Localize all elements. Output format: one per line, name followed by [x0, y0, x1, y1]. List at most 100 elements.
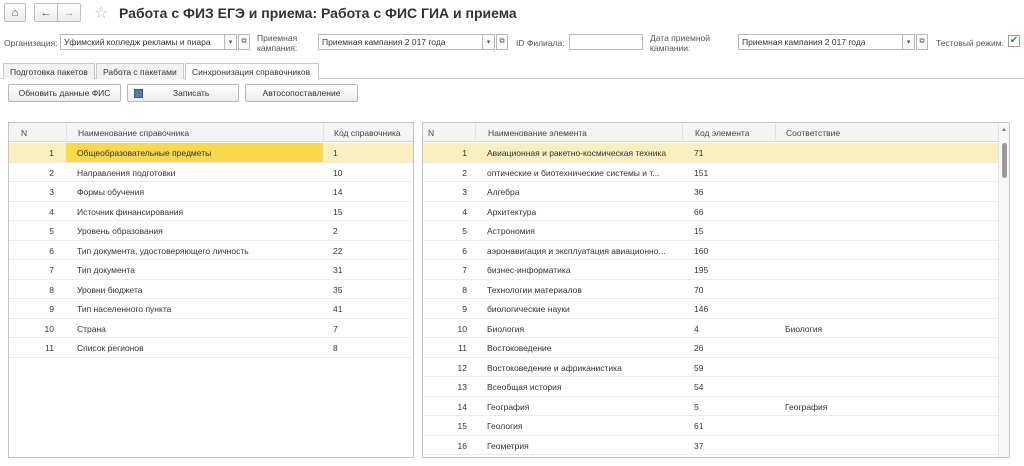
chevron-down-icon: ▾ — [906, 39, 911, 46]
table-row[interactable]: 7 бизнес-информатика 195 — [423, 260, 1009, 280]
table-row[interactable]: 5 Уровень образования 2 — [9, 221, 413, 241]
row-number-cell: 8 — [49, 284, 54, 295]
directory-code-cell: 7 — [333, 323, 338, 334]
table-row[interactable]: 1 Авиационная и ракетно-космическая техни… — [423, 143, 1009, 163]
correspondence-cell — [775, 338, 1000, 357]
row-number-cell: 6 — [49, 245, 54, 256]
element-code-cell: 70 — [694, 284, 704, 295]
directory-name-cell: Страна — [77, 323, 106, 334]
correspondence-cell — [775, 299, 1000, 318]
table-row[interactable]: 14 География 5 География — [423, 397, 1009, 416]
column-header-element-code[interactable]: Код элемента — [682, 123, 775, 142]
chevron-down-icon: ▾ — [228, 39, 233, 46]
auto-match-button[interactable]: Автосопоставление — [245, 84, 358, 102]
table-row[interactable]: 3 Алгебра 36 — [423, 182, 1009, 202]
test-mode-checkbox[interactable]: ✔ — [1008, 35, 1020, 47]
table-row[interactable]: 11 Востоковедение 26 — [423, 338, 1009, 358]
campaign-field[interactable]: Приемная кампания 2 017 года — [318, 34, 483, 50]
row-number-cell: 10 — [457, 323, 467, 334]
campaign-date-dropdown-button[interactable]: ▾ — [903, 34, 915, 50]
column-header-n[interactable]: N — [21, 128, 28, 138]
row-number-cell: 11 — [45, 343, 54, 353]
element-name-cell: оптические и биотехнические системы и т.… — [487, 167, 660, 178]
save-button[interactable]: Записать — [127, 84, 239, 102]
test-mode-label: Тестовый режим: — [936, 38, 1004, 48]
table-row[interactable]: 8 Уровни бюджета 35 — [9, 280, 413, 299]
table-row[interactable]: 5 Астрономия 15 — [423, 221, 1009, 241]
table-row[interactable]: 9 биологические науки 146 — [423, 299, 1009, 319]
table-row[interactable]: 16 Геометрия 37 — [423, 436, 1009, 455]
table-row[interactable]: 15 Геология 61 — [423, 416, 1009, 436]
campaign-date-open-button[interactable]: ⧉ — [916, 34, 928, 50]
favorite-star-icon[interactable]: ☆ — [94, 5, 109, 22]
table-row[interactable]: 10 Биология 4 Биология — [423, 319, 1009, 338]
directory-name-cell: Общеобразовательные предметы — [66, 143, 323, 162]
row-number-cell: 8 — [462, 284, 467, 295]
element-code-cell: 195 — [694, 265, 709, 275]
scroll-up-icon[interactable]: ▲ — [1001, 127, 1007, 133]
campaign-open-button[interactable]: ⧉ — [496, 34, 508, 50]
title-bar: ⌂ ← → ☆ Работа с ФИЗ ЕГЭ и приема: Работ… — [0, 0, 1024, 26]
organization-field[interactable]: Уфимский колледж рекламы и пиара — [60, 34, 225, 50]
refresh-fis-button[interactable]: Обновить данные ФИС — [8, 84, 121, 102]
element-name-cell: бизнес-информатика — [487, 265, 571, 275]
element-code-cell: 151 — [694, 167, 709, 178]
home-button[interactable]: ⌂ — [4, 3, 26, 22]
column-header-directory-name[interactable]: Наименование справочника — [66, 123, 323, 142]
tab-bar: Подготовка пакетов Работа с пакетами Син… — [0, 61, 1024, 80]
elements-table-scrollbar[interactable]: ▲ — [998, 123, 1009, 457]
forward-button[interactable]: → — [57, 3, 81, 22]
directory-name-cell: Формы обучения — [77, 187, 145, 197]
scrollbar-thumb[interactable] — [1002, 143, 1007, 178]
column-header-directory-code[interactable]: Код справочника — [323, 123, 413, 142]
table-row[interactable]: 6 Тип документа, удостоверяющего личность… — [9, 241, 413, 260]
row-number-cell: 3 — [49, 187, 54, 197]
table-row[interactable]: 4 Источник финансирования 15 — [9, 202, 413, 221]
table-row[interactable]: 2 Направления подготовки 10 — [9, 163, 413, 182]
element-name-cell: География — [487, 401, 530, 412]
element-code-cell: 5 — [694, 401, 699, 412]
organization-dropdown-button[interactable]: ▾ — [225, 34, 237, 50]
elements-table-header: N Наименование элемента Код элемента Соо… — [423, 123, 1009, 142]
element-code-cell: 71 — [694, 148, 704, 158]
table-row[interactable]: 1 Общеобразовательные предметы 1 — [9, 143, 413, 163]
column-header-element-name[interactable]: Наименование элемента — [475, 123, 682, 142]
column-header-n[interactable]: N — [428, 128, 435, 138]
tab-package-preparation[interactable]: Подготовка пакетов — [3, 63, 95, 79]
table-row[interactable]: 8 Технологии материалов 70 — [423, 280, 1009, 299]
element-name-cell: Авиационная и ракетно-космическая техник… — [487, 148, 667, 158]
row-number-cell: 7 — [462, 265, 467, 275]
row-number-cell: 6 — [462, 245, 467, 256]
table-row[interactable]: 11 Список регионов 8 — [9, 338, 413, 358]
table-row[interactable]: 12 Востоковедение и африканистика 59 — [423, 358, 1009, 377]
row-number-cell: 9 — [462, 304, 467, 314]
table-row[interactable]: 6 аэронавигация и эксплуатация авиационно… — [423, 241, 1009, 260]
tab-directory-sync[interactable]: Синхронизация справочников — [185, 63, 319, 80]
directory-code-cell: 22 — [333, 245, 343, 256]
table-row[interactable]: 2 оптические и биотехнические системы и т… — [423, 163, 1009, 182]
elements-table[interactable]: N Наименование элемента Код элемента Соо… — [422, 122, 1010, 458]
element-code-cell: 59 — [694, 362, 704, 373]
element-name-cell: Геология — [487, 421, 523, 431]
campaign-dropdown-button[interactable]: ▾ — [483, 34, 495, 50]
back-button[interactable]: ← — [34, 3, 58, 22]
table-row[interactable]: 10 Страна 7 — [9, 319, 413, 338]
save-button-label: Записать — [173, 88, 210, 98]
table-row[interactable]: 4 Архитектура 66 — [423, 202, 1009, 221]
row-number-cell: 5 — [49, 226, 54, 236]
chevron-down-icon: ▾ — [486, 39, 491, 46]
correspondence-cell — [775, 377, 1000, 396]
directories-table[interactable]: N Наименование справочника Код справочни… — [8, 122, 414, 458]
tab-package-work[interactable]: Работа с пакетами — [96, 63, 184, 79]
organization-open-button[interactable]: ⧉ — [238, 34, 250, 50]
directory-name-cell: Список регионов — [77, 343, 144, 353]
table-row[interactable]: 7 Тип документа 31 — [9, 260, 413, 280]
campaign-date-field[interactable]: Приемная кампания 2 017 года — [738, 34, 903, 50]
table-row[interactable]: 13 Всеобщая история 54 — [423, 377, 1009, 397]
table-row[interactable]: 9 Тип населенного пункта 41 — [9, 299, 413, 319]
table-row[interactable]: 3 Формы обучения 14 — [9, 182, 413, 202]
home-icon: ⌂ — [11, 6, 19, 19]
branch-id-field[interactable] — [569, 34, 643, 50]
column-header-correspondence[interactable]: Соответствие — [775, 123, 1000, 142]
directory-name-cell: Направления подготовки — [77, 167, 176, 178]
